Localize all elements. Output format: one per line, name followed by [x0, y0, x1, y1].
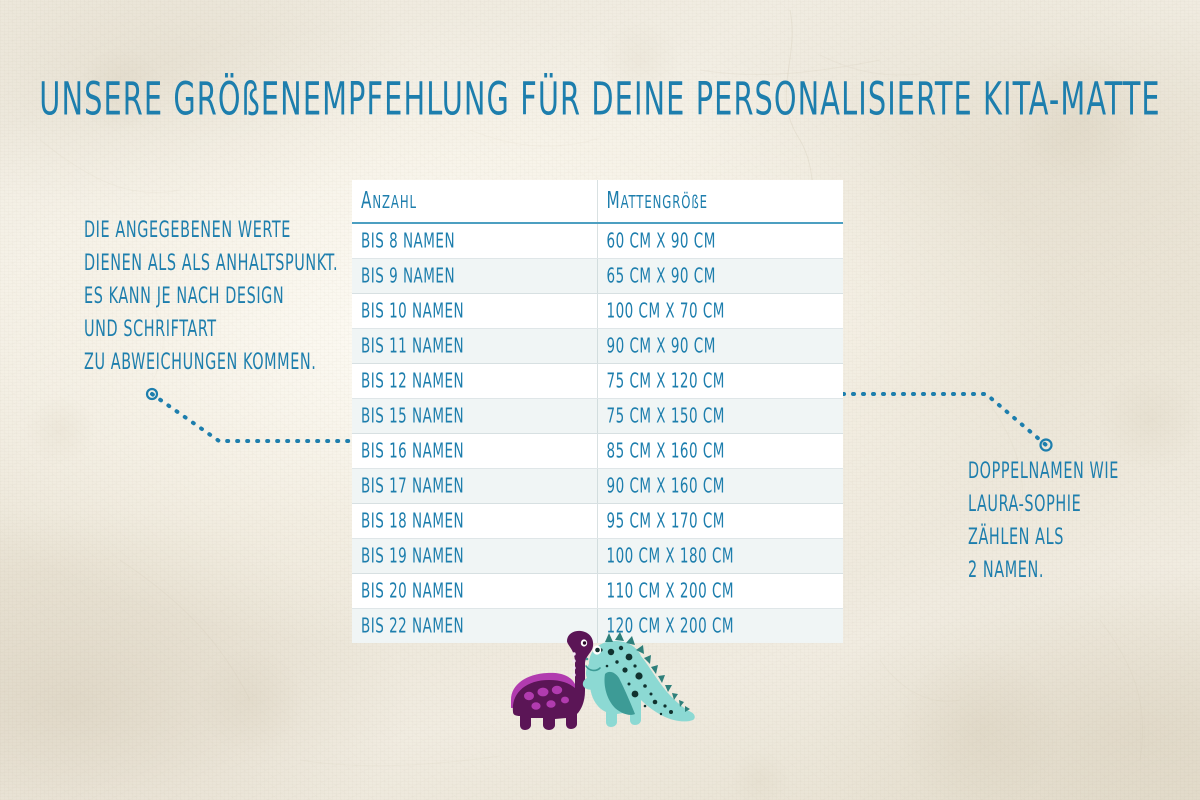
- cell-anzahl: BIS 18 NAMEN: [352, 503, 597, 539]
- cell-groesse: 110 CM X 200 CM: [596, 573, 843, 609]
- cell-anzahl-text: BIS 9 NAMEN: [361, 263, 456, 289]
- cell-anzahl-text: BIS 12 NAMEN: [361, 368, 465, 394]
- cell-groesse: 75 CM X 120 CM: [596, 363, 843, 399]
- table-row: BIS 19 NAMEN 100 CM X 180 CM: [352, 538, 843, 574]
- cell-anzahl: BIS 8 NAMEN: [352, 223, 597, 259]
- cell-groesse-text: 65 CM X 90 CM: [606, 263, 716, 289]
- size-recommendation-table: ANZAHL MATTENGRÖßE BIS 8 NAMEN 60 CM X 9…: [352, 180, 843, 643]
- dino-illustration: [511, 630, 695, 730]
- cell-groesse-text: 90 CM X 160 CM: [606, 473, 725, 499]
- cell-anzahl-text: BIS 18 NAMEN: [361, 508, 465, 534]
- cell-groesse: 75 CM X 150 CM: [596, 398, 843, 434]
- table-row: BIS 15 NAMEN 75 CM X 150 CM: [352, 398, 843, 434]
- cell-groesse: 90 CM X 90 CM: [596, 328, 843, 364]
- note-left-line-1: DIE ANGEGEBENEN WERTE: [84, 216, 291, 243]
- cell-groesse: 60 CM X 90 CM: [596, 223, 843, 259]
- table-row: BIS 16 NAMEN 85 CM X 160 CM: [352, 433, 843, 469]
- column-header-anzahl-rest: NZAHL: [372, 192, 417, 214]
- cell-anzahl-text: BIS 17 NAMEN: [361, 473, 465, 499]
- cell-anzahl-text: BIS 19 NAMEN: [361, 543, 465, 569]
- column-header-mattengroesse-cap: M: [606, 187, 621, 215]
- cell-groesse-text: 60 CM X 90 CM: [606, 228, 716, 254]
- cell-anzahl: BIS 12 NAMEN: [352, 363, 597, 399]
- cell-anzahl: BIS 16 NAMEN: [352, 433, 597, 469]
- table-row: BIS 12 NAMEN 75 CM X 120 CM: [352, 363, 843, 399]
- note-left-line-2: DIENEN ALS ALS ANHALTSPUNKT.: [84, 249, 339, 276]
- cell-anzahl-text: BIS 16 NAMEN: [361, 438, 465, 464]
- column-header-mattengroesse: MATTENGRÖßE: [596, 180, 843, 224]
- cell-groesse-text: 95 CM X 170 CM: [606, 508, 725, 534]
- table-row: BIS 22 NAMEN 120 CM X 200 CM: [352, 608, 843, 643]
- cell-groesse-text: 100 CM X 180 CM: [606, 543, 735, 569]
- cell-anzahl-text: BIS 10 NAMEN: [361, 298, 465, 324]
- table-header-row: ANZAHL MATTENGRÖßE: [352, 180, 843, 224]
- column-header-anzahl: ANZAHL: [352, 180, 597, 224]
- cell-anzahl: BIS 19 NAMEN: [352, 538, 597, 574]
- column-header-mattengroesse-rest: ATTENGRÖßE: [620, 192, 708, 214]
- cell-groesse-text: 110 CM X 200 CM: [606, 578, 735, 604]
- note-left-line-5: ZU ABWEICHUNGEN KOMMEN.: [84, 348, 317, 375]
- cell-anzahl: BIS 11 NAMEN: [352, 328, 597, 364]
- note-right-line-4: 2 NAMEN.: [968, 556, 1044, 583]
- cell-groesse: 120 CM X 200 CM: [596, 608, 843, 643]
- cell-groesse-text: 100 CM X 70 CM: [606, 298, 725, 324]
- brontosaurus-lila-icon: [511, 630, 594, 730]
- cell-anzahl-text: BIS 15 NAMEN: [361, 403, 465, 429]
- cell-groesse-text: 75 CM X 150 CM: [606, 403, 725, 429]
- stegosaurus-mint-icon: [582, 632, 695, 727]
- table-row: BIS 10 NAMEN 100 CM X 70 CM: [352, 293, 843, 329]
- table-row: BIS 11 NAMEN 90 CM X 90 CM: [352, 328, 843, 364]
- cell-groesse: 90 CM X 160 CM: [596, 468, 843, 504]
- cell-groesse-text: 75 CM X 120 CM: [606, 368, 725, 394]
- note-right-line-3: ZÄHLEN ALS: [968, 523, 1064, 550]
- table-body: BIS 8 NAMEN 60 CM X 90 CM BIS 9 NAMEN 65…: [352, 223, 843, 643]
- page-title: UNSERE GRÖßENEMPFEHLUNG FÜR DEINE PERSON…: [39, 72, 1161, 126]
- cell-anzahl: BIS 22 NAMEN: [352, 608, 597, 643]
- note-right-block: DOPPELNAMEN WIE LAURA-SOPHIE ZÄHLEN ALS …: [968, 457, 1119, 595]
- cell-anzahl: BIS 15 NAMEN: [352, 398, 597, 434]
- cell-groesse-text: 85 CM X 160 CM: [606, 438, 725, 464]
- cell-anzahl: BIS 9 NAMEN: [352, 258, 597, 294]
- cell-anzahl-text: BIS 8 NAMEN: [361, 228, 456, 254]
- cell-groesse: 100 CM X 70 CM: [596, 293, 843, 329]
- table-row: BIS 20 NAMEN 110 CM X 200 CM: [352, 573, 843, 609]
- cell-anzahl: BIS 10 NAMEN: [352, 293, 597, 329]
- table-row: BIS 8 NAMEN 60 CM X 90 CM: [352, 223, 843, 259]
- cell-groesse: 85 CM X 160 CM: [596, 433, 843, 469]
- cell-anzahl: BIS 20 NAMEN: [352, 573, 597, 609]
- cell-anzahl-text: BIS 22 NAMEN: [361, 613, 465, 639]
- cell-groesse: 65 CM X 90 CM: [596, 258, 843, 294]
- table-row: BIS 9 NAMEN 65 CM X 90 CM: [352, 258, 843, 294]
- column-header-anzahl-cap: A: [361, 187, 373, 215]
- table-row: BIS 18 NAMEN 95 CM X 170 CM: [352, 503, 843, 539]
- cell-groesse-text: 90 CM X 90 CM: [606, 333, 716, 359]
- cell-anzahl-text: BIS 11 NAMEN: [361, 333, 465, 359]
- cell-groesse-text: 120 CM X 200 CM: [606, 613, 735, 639]
- cell-groesse: 100 CM X 180 CM: [596, 538, 843, 574]
- cell-anzahl-text: BIS 20 NAMEN: [361, 578, 465, 604]
- note-right-line-2: LAURA-SOPHIE: [968, 490, 1082, 517]
- note-right-line-1: DOPPELNAMEN WIE: [968, 457, 1119, 484]
- note-left-line-3: ES KANN JE NACH DESIGN: [84, 282, 285, 309]
- note-left-block: DIE ANGEGEBENEN WERTE DIENEN ALS ALS ANH…: [84, 216, 339, 387]
- cell-groesse: 95 CM X 170 CM: [596, 503, 843, 539]
- table-row: BIS 17 NAMEN 90 CM X 160 CM: [352, 468, 843, 504]
- cell-anzahl: BIS 17 NAMEN: [352, 468, 597, 504]
- note-left-line-4: UND SCHRIFTART: [84, 315, 217, 342]
